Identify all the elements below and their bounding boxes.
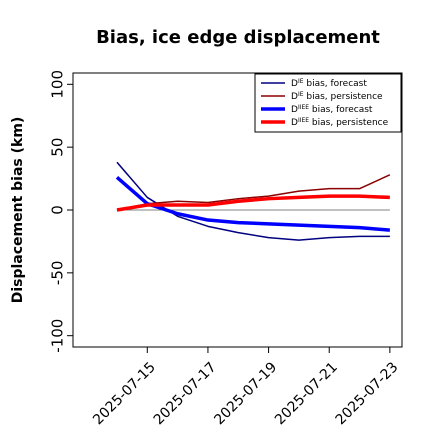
- y-tick-label: -100: [49, 319, 67, 353]
- y-axis-label: Displacement bias (km): [10, 117, 26, 304]
- y-tick-label: 100: [49, 70, 67, 99]
- series-line: [116, 174, 391, 211]
- y-tick-label: 0: [49, 205, 67, 215]
- legend-label-part: D: [291, 118, 298, 128]
- legend-label-part: D: [291, 79, 298, 89]
- chart-title: Bias, ice edge displacement: [96, 27, 380, 48]
- legend-label-part: IIEE: [298, 117, 309, 124]
- legend-label-part: bias, persistence: [304, 92, 384, 102]
- legend-label-part: IE: [298, 78, 304, 85]
- x-tick-label: 2025-07-23: [333, 359, 402, 428]
- legend-label-part: D: [291, 105, 298, 115]
- legend-label-part: bias, forecast: [304, 79, 368, 89]
- x-tick-label: 2025-07-21: [272, 359, 341, 428]
- legend-label: DIIEE bias, forecast: [291, 104, 373, 115]
- legend-label-part: D: [291, 92, 298, 102]
- legend-label-part: bias, forecast: [309, 105, 373, 115]
- y-tick-label: -50: [49, 261, 67, 286]
- series-line: [116, 194, 390, 212]
- series-line: [116, 161, 390, 241]
- x-tick-label: 2025-07-17: [151, 359, 220, 428]
- series-line: [115, 176, 391, 232]
- legend-label: DIE bias, forecast: [291, 78, 367, 89]
- legend-label: DIIEE bias, persistence: [291, 117, 389, 128]
- x-tick-label: 2025-07-19: [211, 359, 280, 428]
- legend-label-part: IE: [298, 91, 304, 98]
- y-tick-label: 50: [49, 138, 67, 157]
- legend-label-part: IIEE: [298, 104, 309, 111]
- legend-label-part: bias, persistence: [309, 118, 389, 128]
- legend-label: DIE bias, persistence: [291, 91, 383, 102]
- x-tick-label: 2025-07-15: [90, 359, 159, 428]
